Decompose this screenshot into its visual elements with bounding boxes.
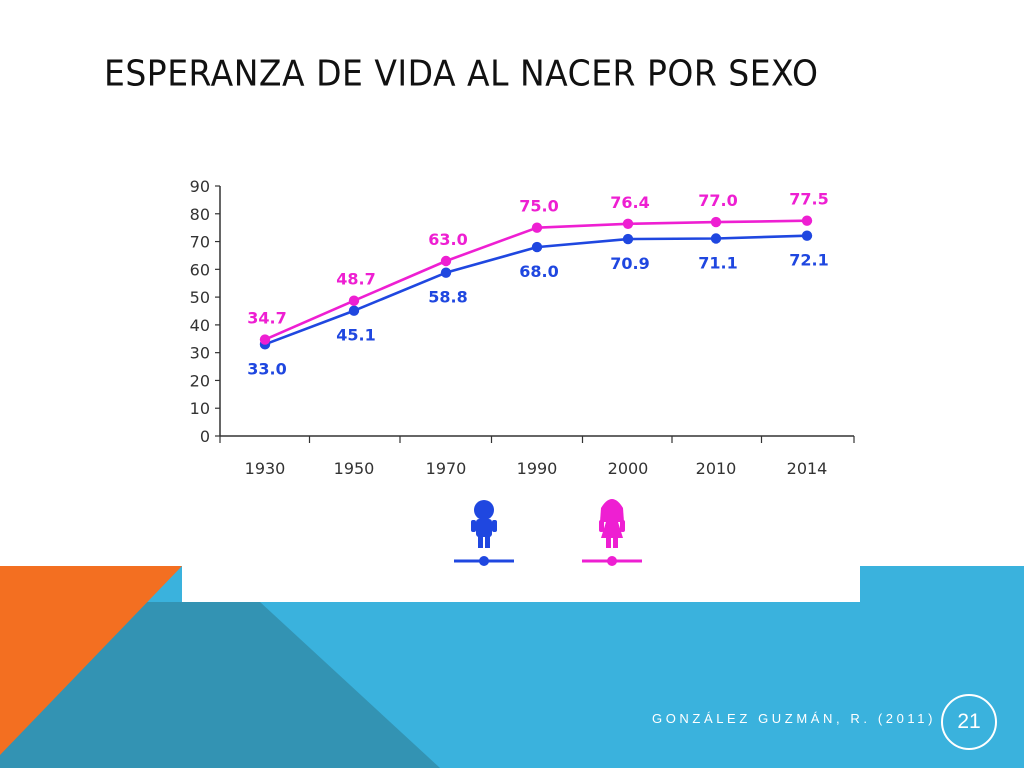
left-leg xyxy=(478,536,483,548)
female-data-label: 77.0 xyxy=(698,191,737,210)
male-data-point xyxy=(710,233,722,244)
legend xyxy=(454,499,642,566)
female-data-label: 48.7 xyxy=(336,270,375,289)
y-tick-label: 40 xyxy=(190,316,210,335)
male-data-label: 45.1 xyxy=(336,326,375,345)
girl-icon xyxy=(582,499,642,566)
boy-icon xyxy=(454,500,514,566)
slide-title: ESPERANZA DE VIDA AL NACER POR SEXO xyxy=(104,52,819,95)
x-tick-label: 2010 xyxy=(696,459,737,478)
x-tick-label: 2000 xyxy=(608,459,649,478)
decor-orange-triangle xyxy=(0,566,182,755)
female-data-label: 34.7 xyxy=(247,309,286,328)
hair xyxy=(600,499,624,522)
male-data-point xyxy=(348,305,360,316)
left-arm xyxy=(471,520,476,532)
y-tick-label: 0 xyxy=(200,427,210,446)
male-data-label: 71.1 xyxy=(698,254,737,273)
male-data-point xyxy=(801,230,813,241)
right-arm xyxy=(620,520,625,532)
decor-sky-band-right xyxy=(860,566,1024,768)
y-tick-label: 70 xyxy=(190,233,210,252)
x-tick-label: 1970 xyxy=(426,459,467,478)
y-tick-label: 60 xyxy=(190,260,210,279)
head xyxy=(474,500,494,520)
x-tick-label: 1990 xyxy=(517,459,558,478)
legend-dot xyxy=(607,556,617,566)
decor-teal-triangle xyxy=(0,602,440,768)
y-tick-label: 20 xyxy=(190,371,210,390)
right-arm xyxy=(492,520,497,532)
series-layer: 33.0 45.1 58.8 68.0 70.9 71.1 72.1 34.7 48.7 63.0… xyxy=(247,190,828,379)
x-tick-label: 2014 xyxy=(787,459,828,478)
y-tick-label: 80 xyxy=(190,205,210,224)
female-data-point xyxy=(710,216,722,228)
female-data-label: 77.5 xyxy=(789,190,828,209)
male-data-label: 58.8 xyxy=(428,288,467,307)
chart-card: 0 10 20 30 40 50 60 70 80 90 1930 1950 1970 1990 2000… xyxy=(182,150,860,602)
male-data-label: 72.1 xyxy=(789,251,828,270)
y-tick-label: 30 xyxy=(190,344,210,363)
female-data-point xyxy=(348,295,360,306)
female-data-point xyxy=(801,215,813,226)
torso xyxy=(476,519,492,537)
y-tick-label: 10 xyxy=(190,399,210,418)
right-leg xyxy=(613,538,618,548)
page-number: 21 xyxy=(957,710,981,733)
dress xyxy=(601,522,623,538)
female-data-point xyxy=(622,218,634,229)
female-data-point xyxy=(259,334,271,345)
y-axis-ticks: 0 10 20 30 40 50 60 70 80 90 xyxy=(190,177,220,446)
x-tick-label: 1950 xyxy=(334,459,375,478)
legend-dot xyxy=(479,556,489,566)
female-data-point xyxy=(440,255,452,267)
male-data-label: 70.9 xyxy=(610,254,649,273)
female-data-point xyxy=(531,222,543,233)
female-data-label: 63.0 xyxy=(428,230,467,249)
page-number-badge: 21 xyxy=(941,694,997,750)
life-expectancy-chart: 0 10 20 30 40 50 60 70 80 90 1930 1950 1970 1990 2000… xyxy=(190,177,855,566)
x-tick-label: 1930 xyxy=(245,459,286,478)
x-axis-ticks: 1930 1950 1970 1990 2000 2010 2014 xyxy=(219,436,855,478)
male-data-point xyxy=(440,267,452,278)
y-tick-label: 50 xyxy=(190,288,210,307)
left-leg xyxy=(606,538,611,548)
footer-credit: GONZÁLEZ GUZMÁN, R. (2011) xyxy=(652,711,937,726)
female-data-label: 75.0 xyxy=(519,197,558,216)
female-data-label: 76.4 xyxy=(610,193,649,212)
y-tick-label: 90 xyxy=(190,177,210,196)
male-data-label: 33.0 xyxy=(247,359,286,378)
male-data-label: 68.0 xyxy=(519,262,558,281)
right-leg xyxy=(485,536,490,548)
left-arm xyxy=(599,520,604,532)
male-data-point xyxy=(622,233,634,245)
male-data-point xyxy=(531,241,543,253)
